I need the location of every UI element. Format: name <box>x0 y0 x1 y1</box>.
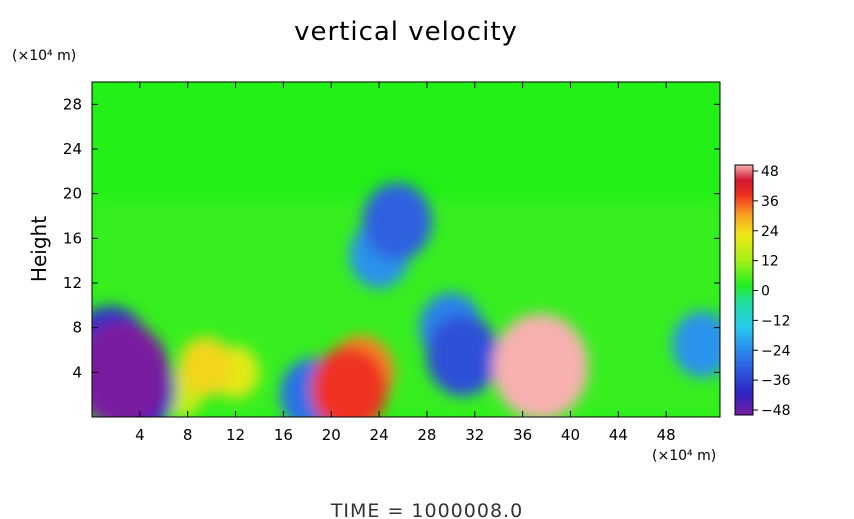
velocity-feature <box>672 311 720 378</box>
chart-title: vertical velocity <box>294 17 518 47</box>
colorbar-tick-label: −12 <box>761 313 791 329</box>
x-unit-label: (×10⁴ m) <box>652 448 716 464</box>
y-unit-label: (×10⁴ m) <box>12 48 76 64</box>
y-tick-label: 24 <box>63 140 82 158</box>
velocity-feature <box>92 321 170 417</box>
x-tick-label: 20 <box>322 426 341 444</box>
x-tick-label: 44 <box>609 426 628 444</box>
colorbar-tick-label: 0 <box>761 284 770 300</box>
colorbar-ticks: 48 36 24 12 0 −12 −24 −36 −48 <box>753 164 791 419</box>
colorbar-tick-label: 12 <box>761 254 779 270</box>
y-tick-label: 16 <box>63 229 82 247</box>
heatmap-plot-area <box>92 82 720 417</box>
y-tick-label: 4 <box>72 363 82 381</box>
colorbar-tick-label: 36 <box>761 194 779 210</box>
velocity-features <box>92 182 720 417</box>
x-tick-label: 16 <box>274 426 293 444</box>
x-tick-label: 12 <box>226 426 245 444</box>
y-tick-label: 28 <box>63 95 82 113</box>
colorbar-tick-label: 24 <box>761 224 779 240</box>
colorbar-tick-label: −24 <box>761 343 791 359</box>
y-axis-label: Height <box>27 216 51 282</box>
time-annotation: TIME = 1000008.0 <box>330 500 523 519</box>
y-tick-label: 20 <box>63 185 82 203</box>
x-tick-label: 4 <box>135 426 145 444</box>
velocity-feature <box>178 336 233 397</box>
y-axis-ticks: 4 8 12 16 20 24 28 <box>63 95 720 381</box>
x-tick-label: 24 <box>370 426 389 444</box>
x-tick-label: 36 <box>513 426 532 444</box>
x-tick-label: 48 <box>657 426 676 444</box>
x-tick-label: 32 <box>465 426 484 444</box>
colorbar-tick-label: −36 <box>761 373 791 389</box>
x-axis-ticks: 4 8 12 16 20 24 28 32 36 40 44 48 <box>135 82 676 444</box>
colorbar <box>734 164 754 416</box>
velocity-feature <box>426 314 500 397</box>
x-tick-label: 8 <box>183 426 193 444</box>
y-tick-label: 12 <box>63 274 82 292</box>
colorbar-tick-label: 48 <box>761 164 779 180</box>
velocity-feature <box>311 346 388 417</box>
plot-frame <box>91 81 721 418</box>
x-tick-label: 28 <box>417 426 436 444</box>
y-tick-label: 8 <box>72 319 82 337</box>
velocity-feature <box>362 182 432 261</box>
velocity-feature <box>492 313 589 417</box>
colorbar-tick-label: −48 <box>761 403 791 419</box>
x-tick-label: 40 <box>561 426 580 444</box>
